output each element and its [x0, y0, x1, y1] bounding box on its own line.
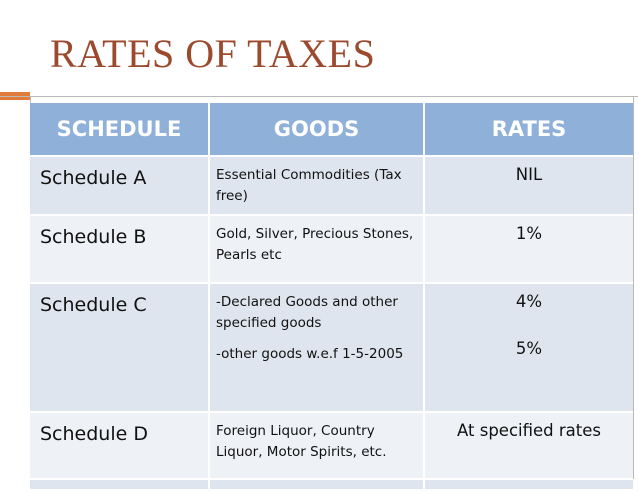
empty-cell	[210, 480, 425, 492]
slide: RATES OF TAXES SCHEDULE GOODS RATES Schedul…	[0, 31, 638, 491]
rate-cell: NIL	[425, 157, 633, 214]
goods-item: Gold, Silver, Precious Stones, Pearls et…	[216, 226, 414, 263]
goods-item: Essential Commodities (Tax free)	[216, 167, 402, 204]
rates-table: SCHEDULE GOODS RATES Schedule A Essential Co…	[30, 103, 633, 492]
title-rule	[0, 96, 638, 97]
rate-cell: At specified rates	[425, 413, 633, 478]
table-row: Schedule C -Declared Goods and other spec…	[30, 284, 633, 413]
table-row: Schedule A Essential Commodities (Tax fre…	[30, 157, 633, 216]
goods-cell: Gold, Silver, Precious Stones, Pearls et…	[210, 216, 425, 282]
header-row: SCHEDULE GOODS RATES	[30, 103, 633, 157]
schedule-cell: Schedule B	[30, 216, 210, 282]
goods-cell: Essential Commodities (Tax free)	[210, 157, 425, 214]
schedule-cell: Schedule A	[30, 157, 210, 214]
goods-cell: -Declared Goods and other specified good…	[210, 284, 425, 411]
schedule-cell: Schedule C	[30, 284, 210, 411]
empty-cell	[30, 480, 210, 492]
rate-item: 5%	[515, 339, 543, 358]
column-header: GOODS	[210, 103, 425, 155]
empty-cell	[425, 480, 633, 492]
rate-item: 1%	[515, 224, 543, 243]
goods-item: Foreign Liquor, Country Liquor, Motor Sp…	[216, 423, 387, 460]
rate-cell: 4% 5%	[425, 284, 633, 411]
goods-cell: Foreign Liquor, Country Liquor, Motor Sp…	[210, 413, 425, 478]
table-row: Schedule B Gold, Silver, Precious Stones,…	[30, 216, 633, 284]
rate-cell: 1%	[425, 216, 633, 282]
rate-item: 4%	[515, 292, 543, 311]
rate-item: NIL	[515, 165, 543, 184]
rate-item: At specified rates	[457, 421, 601, 440]
goods-item: -other goods w.e.f 1-5-2005	[216, 346, 404, 362]
column-header: RATES	[491, 117, 567, 141]
slide-title: RATES OF TAXES	[50, 31, 376, 76]
goods-item: -Declared Goods and other specified good…	[216, 294, 398, 331]
table-row: Schedule D Foreign Liquor, Country Liquor…	[30, 413, 633, 480]
table-row	[30, 480, 633, 492]
right-rule	[633, 96, 634, 479]
schedule-cell: Schedule D	[30, 413, 210, 478]
column-header: SCHEDULE	[30, 103, 210, 155]
